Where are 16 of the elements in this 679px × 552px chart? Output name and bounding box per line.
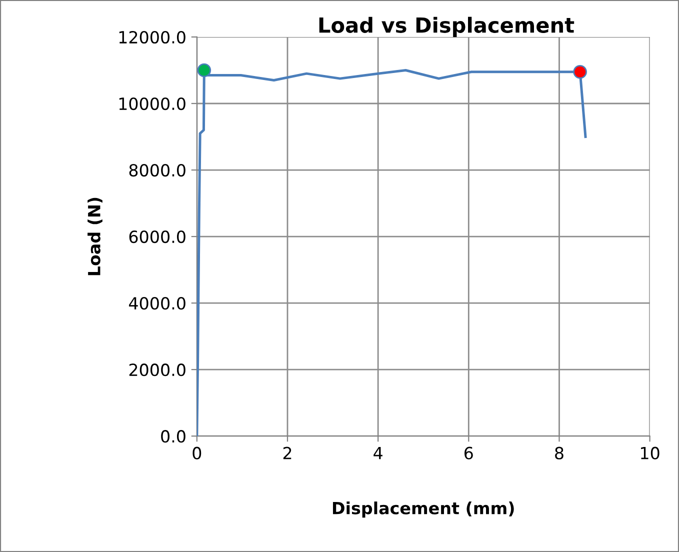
y-axis-title: Load (N) (88, 198, 102, 276)
y-tick-label: 6000.0 (129, 230, 186, 244)
x-tick-label: 8 (555, 446, 564, 460)
chart-title: Load vs Displacement (319, 16, 574, 37)
y-tick-label: 0.0 (161, 430, 186, 443)
x-tick-label: 10 (641, 446, 660, 460)
y-tick-label: 2000.0 (129, 364, 186, 376)
y-tick-label: 10000.0 (119, 97, 186, 110)
x-tick-label: 6 (464, 446, 473, 460)
x-tick-label: 2 (283, 446, 292, 460)
y-tick-label: 8000.0 (129, 164, 186, 177)
x-axis-title: Displacement (mm) (332, 502, 514, 518)
x-tick-label: 0 (192, 446, 202, 460)
y-tick-label: 12000.0 (119, 30, 186, 44)
x-tick-label: 4 (374, 447, 382, 460)
y-tick-label: 4000.0 (128, 297, 186, 310)
